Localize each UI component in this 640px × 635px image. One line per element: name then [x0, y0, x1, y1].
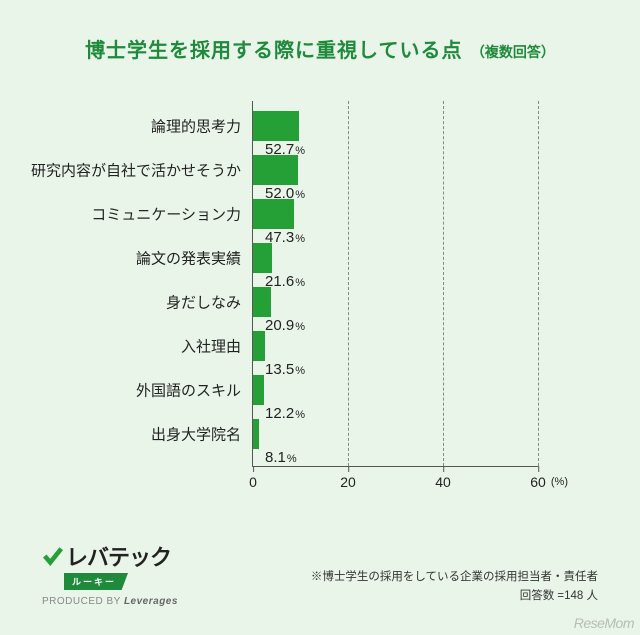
- x-tick: 60: [530, 466, 546, 490]
- bar: [253, 419, 259, 449]
- plot-area: 0204060(%)論理的思考力52.7%研究内容が自社で活かせそうか52.0%…: [252, 101, 538, 467]
- logo-badge: ルーキー: [64, 573, 128, 590]
- note-line-1: ※博士学生の採用をしている企業の採用担当者・責任者: [311, 568, 598, 588]
- category-label: 論理的思考力: [151, 116, 241, 137]
- bar: [253, 375, 264, 405]
- percent-sign: %: [295, 409, 305, 421]
- category-label: 研究内容が自社で活かせそうか: [31, 160, 241, 181]
- check-icon: [42, 545, 64, 567]
- bar: [253, 331, 265, 361]
- bar-row: 出身大学院名8.1%: [253, 419, 297, 449]
- chart-title: 博士学生を採用する際に重視している点: [85, 40, 462, 62]
- produced-by-label: PRODUCED BY: [42, 596, 121, 607]
- footer: レバテック ルーキー PRODUCED BY Leverages ※博士学生の採…: [42, 540, 598, 607]
- category-label: 外国語のスキル: [136, 380, 241, 401]
- logo-block: レバテック ルーキー PRODUCED BY Leverages: [42, 540, 178, 607]
- bar-row: 身だしなみ20.9%: [253, 287, 305, 317]
- x-tick: 20: [340, 466, 356, 490]
- bar: [253, 199, 294, 229]
- x-tick: 40: [435, 466, 451, 490]
- x-tick: 0: [249, 466, 257, 490]
- note-line-2: 回答数 =148 人: [311, 587, 598, 607]
- gridline: [538, 101, 539, 466]
- bar-row: 入社理由13.5%: [253, 331, 305, 361]
- bar-row: 論理的思考力52.7%: [253, 111, 305, 141]
- category-label: 論文の発表実績: [136, 248, 241, 269]
- produced-by-brand: Leverages: [124, 596, 178, 607]
- gridline: [443, 101, 444, 466]
- value-label: 8.1%: [265, 449, 297, 466]
- bar-row: 研究内容が自社で活かせそうか52.0%: [253, 155, 305, 185]
- logo-text: レバテック: [66, 540, 171, 572]
- gridline: [348, 101, 349, 466]
- bar: [253, 111, 299, 141]
- chart-container: 博士学生を採用する際に重視している点 （複数回答） 0 20 40 60 (%) 論理的思…: [0, 0, 640, 521]
- percent-sign: %: [287, 453, 297, 465]
- logo-top: レバテック: [42, 540, 178, 572]
- chart-area: 0 20 40 60 (%) 論理的思考力52.7% 研究内容が自社で活かせそうか52.0%…: [52, 101, 588, 501]
- bar: [253, 287, 271, 317]
- title-row: 博士学生を採用する際に重視している点 （複数回答）: [42, 34, 598, 63]
- bar-row: 外国語のスキル12.2%: [253, 375, 305, 405]
- value-number: 8.1: [265, 449, 286, 466]
- watermark: ReseMom: [574, 615, 634, 631]
- produced-by: PRODUCED BY Leverages: [42, 596, 178, 607]
- bar-row: コミュニケーション力47.3%: [253, 199, 305, 229]
- x-axis-unit: (%): [551, 466, 568, 488]
- category-label: コミュニケーション力: [91, 204, 241, 225]
- bar: [253, 243, 272, 273]
- bar-row: 論文の発表実績21.6%: [253, 243, 305, 273]
- chart-subtitle: （複数回答）: [471, 44, 555, 60]
- note-block: ※博士学生の採用をしている企業の採用担当者・責任者 回答数 =148 人: [311, 568, 598, 607]
- category-label: 入社理由: [181, 336, 241, 357]
- category-label: 身だしなみ: [166, 292, 241, 313]
- bar: [253, 155, 298, 185]
- category-label: 出身大学院名: [151, 424, 241, 445]
